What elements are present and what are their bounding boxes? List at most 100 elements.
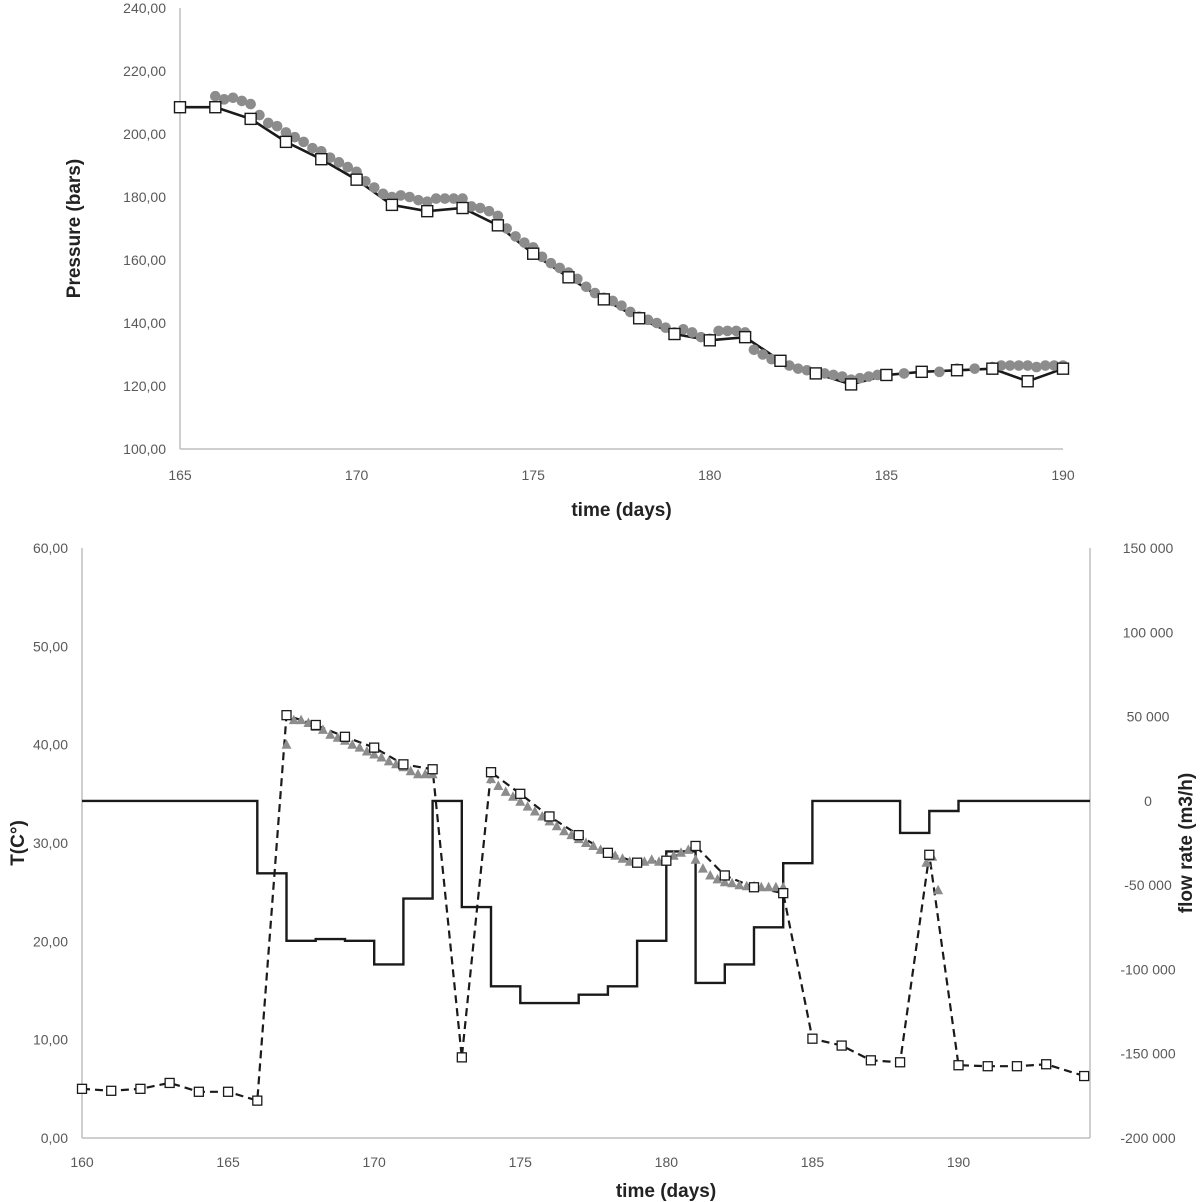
y2-tick-label: -200 000 — [1120, 1130, 1175, 1146]
measured-pressure-point — [1031, 361, 1042, 373]
y2-tick-label: 0 — [1144, 793, 1152, 809]
measured-pressure-point — [519, 237, 530, 248]
simulated-pressure-point — [491, 219, 505, 232]
x-tick-label: 170 — [362, 1154, 386, 1170]
simulated-pressure-point — [1021, 375, 1034, 388]
measured-pressure-point — [554, 262, 565, 274]
measured-pressure-point — [395, 190, 407, 201]
measured-temperature-point — [318, 724, 328, 734]
y2-tick-label: -150 000 — [1120, 1046, 1175, 1062]
measured-pressure-point — [969, 363, 980, 374]
measured-temperature-point — [288, 714, 299, 725]
simulated-pressure-point — [279, 135, 293, 149]
simulated-pressure-point — [385, 198, 399, 212]
temperature-flow-chart: 0,00 10,00 20,00 30,00 40,00 50,00 60,00 -200 0… — [8, 540, 1197, 1202]
measured-pressure-point — [1013, 360, 1025, 371]
simulated-temperature-point — [544, 811, 555, 822]
simulated-pressure-point — [1056, 362, 1070, 375]
x-tick-label: 180 — [698, 467, 722, 483]
measured-pressure-point — [413, 194, 424, 206]
measured-temperature-point — [559, 825, 570, 836]
simulated-pressure-point — [315, 152, 328, 166]
measured-temperature-point — [361, 746, 372, 756]
measured-temperature-point — [683, 844, 694, 854]
measured-pressure-point — [430, 193, 442, 204]
simulated-temperature-point — [631, 857, 643, 868]
measured-temperature-point — [646, 854, 657, 864]
measured-temperature-point — [413, 768, 423, 779]
y-tick-label: 10,00 — [33, 1032, 68, 1048]
measured-temperature-point — [734, 879, 745, 890]
x-axis-title: time (days) — [616, 1181, 716, 1202]
measured-pressure-point — [722, 325, 733, 337]
measured-pressure-point — [307, 142, 318, 154]
simulated-temperature-point — [310, 719, 321, 731]
y-tick-label: 50,00 — [33, 638, 68, 654]
simulated-pressure-point — [421, 204, 434, 218]
measured-pressure-point — [333, 157, 345, 168]
x-tick-label: 185 — [875, 467, 899, 483]
simulated-pressure-point — [244, 112, 257, 126]
simulated-pressure-point — [774, 354, 787, 367]
simulated-temperature-line — [81, 713, 1085, 1103]
measured-temperature-point — [676, 847, 686, 857]
measured-pressure-point — [828, 369, 839, 381]
simulated-temperature-point — [252, 1095, 263, 1106]
measured-pressure-point — [280, 127, 292, 138]
measured-temperature-point — [347, 739, 358, 749]
simulated-pressure-point — [986, 362, 999, 375]
measured-pressure-point — [686, 327, 698, 338]
simulated-temperature-point — [427, 764, 438, 775]
measured-pressure-point — [457, 193, 468, 204]
y-tick-label: 60,00 — [33, 540, 68, 556]
x-tick-label: 165 — [168, 467, 192, 483]
measured-pressure-point — [1022, 360, 1033, 371]
measured-temperature-point — [281, 739, 292, 749]
measured-temperature-point — [420, 768, 431, 779]
y-axis-title: Pressure (bars) — [64, 159, 85, 298]
simulated-temperature-point — [106, 1085, 117, 1096]
measured-pressure-point — [245, 98, 256, 110]
y2-tick-label: -50 000 — [1124, 877, 1172, 893]
simulated-temperature-point — [1079, 1070, 1090, 1082]
y2-axis-title: flow rate (m3/h) — [1176, 773, 1197, 913]
measured-temperature-point — [581, 837, 591, 847]
simulated-temperature-point — [778, 888, 789, 899]
measured-pressure-point — [651, 317, 663, 329]
simulated-pressure-point — [738, 330, 752, 344]
measured-temperature-point — [690, 854, 701, 864]
simulated-temperature-point — [982, 1061, 993, 1072]
measured-pressure-point — [474, 202, 486, 214]
measured-pressure-point — [483, 205, 495, 217]
measured-pressure-point — [616, 300, 627, 311]
measured-temperature-point — [697, 863, 708, 873]
measured-temperature-point — [933, 884, 944, 895]
measured-pressure-point — [545, 257, 557, 269]
y-tick-label: 30,00 — [33, 835, 68, 851]
simulated-temperature-point — [836, 1040, 847, 1051]
simulated-temperature-point — [515, 788, 526, 799]
measured-temperature-point — [493, 780, 504, 790]
measured-temperature-point — [500, 786, 511, 796]
measured-pressure-point — [227, 92, 239, 104]
pressure-chart: 100,00 120,00 140,00 160,00 180,00 200,00 220,… — [64, 0, 1075, 521]
simulated-temperature-point — [661, 855, 672, 866]
simulated-pressure-point — [209, 101, 222, 114]
measured-temperature-point — [522, 801, 533, 811]
simulated-temperature-point — [222, 1086, 234, 1097]
y-tick-label: 160,00 — [123, 252, 166, 268]
x-tick-label: 160 — [70, 1154, 94, 1170]
simulated-pressure-point — [703, 334, 716, 347]
measured-pressure-point — [792, 363, 804, 374]
x-tick-label: 185 — [801, 1154, 825, 1170]
measured-pressure-point — [748, 344, 760, 356]
measured-pressure-point — [898, 368, 910, 379]
measured-temperature-point — [486, 773, 496, 784]
measured-pressure-point — [934, 366, 945, 378]
simulated-temperature-point — [164, 1077, 175, 1089]
y2-tick-label: -100 000 — [1120, 961, 1175, 977]
measured-temperature-point — [727, 877, 738, 888]
x-tick-label: 180 — [655, 1154, 679, 1170]
simulated-temperature-point — [193, 1086, 205, 1097]
measured-pressure-point — [271, 120, 283, 132]
